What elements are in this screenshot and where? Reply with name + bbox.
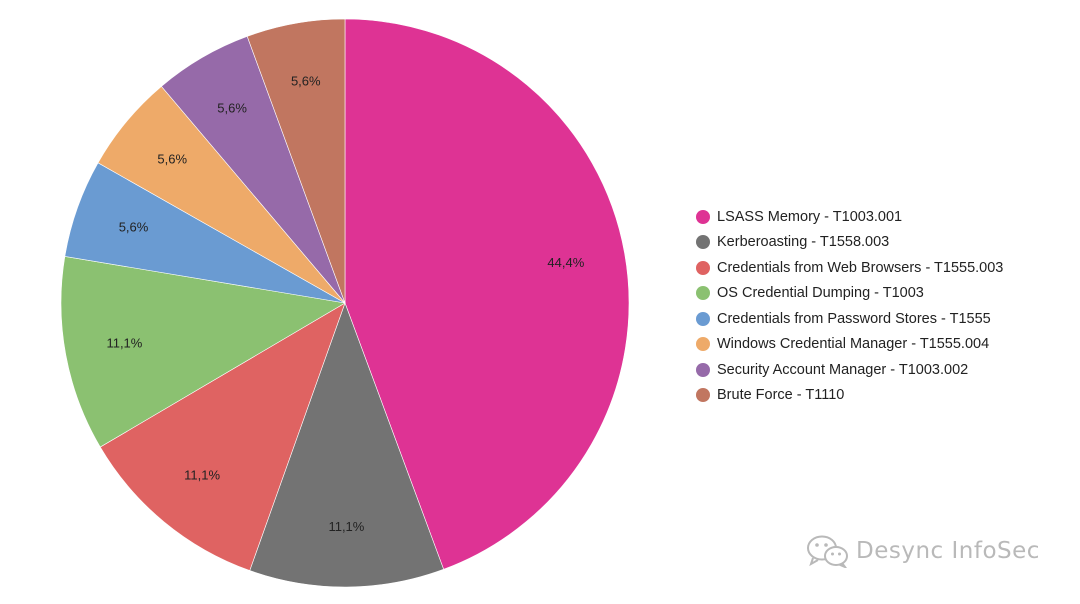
slice-value-label: 11,1% (184, 467, 220, 482)
pie-slice (60, 256, 346, 448)
legend: LSASS Memory - T1003.001 Kerberoasting - … (696, 204, 1003, 408)
legend-label: Kerberoasting - T1558.003 (717, 234, 890, 251)
legend-item: Windows Credential Manager - T1555.004 (696, 332, 1003, 358)
pie-slice (249, 302, 445, 588)
slice-value-label: 11,1% (328, 519, 364, 534)
slice-value-label: 11,1% (106, 335, 142, 350)
legend-swatch (696, 337, 710, 352)
legend-label: Security Account Manager - T1003.002 (717, 361, 969, 378)
pie-slice (99, 302, 346, 571)
legend-label: Credentials from Web Browsers - T1555.00… (717, 259, 1004, 276)
legend-swatch (696, 362, 710, 377)
legend-label: OS Credential Dumping - T1003 (717, 285, 924, 302)
slice-value-label: 5,6% (157, 151, 187, 166)
pie-slice (246, 18, 346, 304)
legend-swatch (696, 235, 710, 250)
pie-slice (344, 18, 630, 570)
legend-label: Brute Force - T1110 (717, 387, 845, 404)
legend-item: Credentials from Web Browsers - T1555.00… (696, 255, 1003, 281)
watermark: Desync InfoSec (806, 534, 1040, 568)
slice-value-label: 44,4% (547, 255, 584, 270)
legend-swatch (696, 311, 710, 326)
legend-label: Windows Credential Manager - T1555.004 (717, 336, 990, 353)
legend-item: Brute Force - T1110 (696, 383, 1003, 409)
legend-item: OS Credential Dumping - T1003 (696, 281, 1003, 307)
legend-swatch (696, 286, 710, 301)
legend-label: LSASS Memory - T1003.001 (717, 208, 903, 225)
legend-swatch (696, 209, 710, 224)
wechat-icon (807, 535, 848, 568)
legend-label: Credentials from Password Stores - T1555 (717, 310, 991, 327)
legend-item: LSASS Memory - T1003.001 (696, 204, 1003, 230)
legend-swatch (696, 388, 710, 403)
legend-item: Credentials from Password Stores - T1555 (696, 306, 1003, 332)
watermark-text: Desync InfoSec (856, 538, 1040, 564)
slice-value-label: 5,6% (291, 74, 321, 89)
legend-item: Security Account Manager - T1003.002 (696, 357, 1003, 383)
legend-item: Kerberoasting - T1558.003 (696, 230, 1003, 256)
legend-swatch (696, 260, 710, 275)
slice-value-label: 5,6% (119, 220, 149, 235)
slice-value-label: 5,6% (217, 101, 247, 116)
